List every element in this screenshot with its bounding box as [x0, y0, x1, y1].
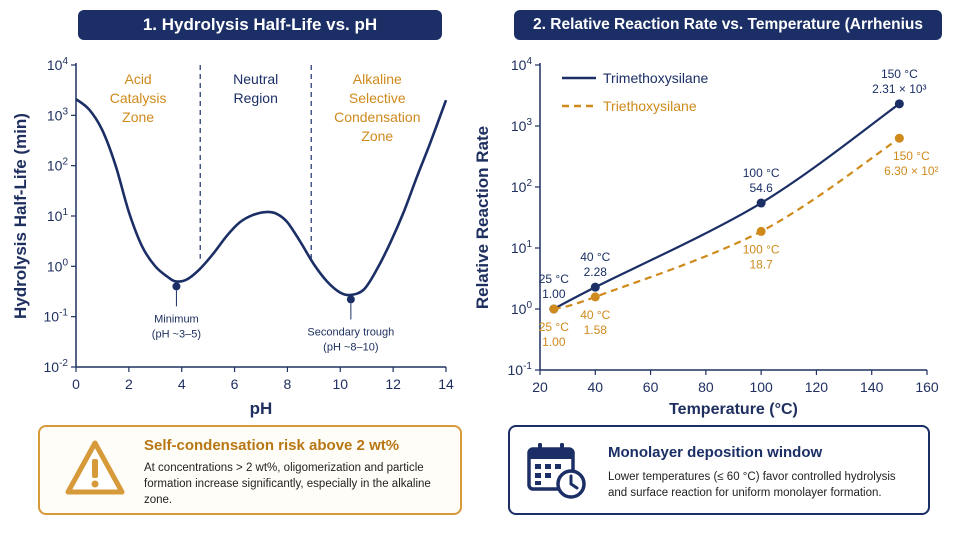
data-label: 1.00 [542, 335, 566, 349]
zone-label: Neutral [233, 71, 278, 87]
x-tick-label: 12 [385, 376, 401, 392]
y-tick-label: 100 [511, 300, 533, 317]
y-tick-label: 101 [511, 239, 533, 256]
y-tick-label: 103 [511, 117, 533, 134]
y-tick-label: 10-1 [44, 308, 69, 325]
zone-label: Condensation [334, 109, 420, 125]
series-line-1 [553, 102, 900, 310]
data-label: 40 °C [580, 308, 610, 322]
data-label: 100 °C [743, 166, 780, 180]
arrhenius-chart: 20 40 60 80 100 120 140 160 104 103 102 101 100 10-1 T… [473, 56, 939, 418]
info-title: Monolayer deposition window [608, 444, 823, 461]
series-line-2 [553, 137, 900, 311]
x-tick-label: 160 [915, 379, 939, 395]
y-tick-label: 101 [47, 207, 69, 224]
data-point [549, 304, 559, 314]
x-tick-label: 0 [72, 376, 80, 392]
y-tick-label: 103 [47, 106, 69, 123]
y-tick-label: 102 [47, 157, 69, 174]
zone-label: Selective [349, 90, 406, 106]
y-tick-label: 104 [511, 56, 533, 73]
zone-label: Zone [122, 109, 154, 125]
data-label: 150 °C [881, 67, 918, 81]
chart2-title: 2. Relative Reaction Rate vs. Temperatur… [514, 10, 942, 63]
marker-label: (pH ~3–5) [152, 328, 201, 340]
data-label: 1.00 [542, 287, 566, 301]
legend-label-1: Trimethoxysilane [603, 70, 709, 86]
data-label: 2.28 [584, 265, 608, 279]
x-tick-label: 10 [332, 376, 348, 392]
x-axis-title: pH [250, 399, 273, 418]
x-tick-label: 6 [231, 376, 239, 392]
halflife-chart: 0 2 4 6 8 10 12 14 104 103 102 101 100 10-1 10-2 pH Hydr… [11, 56, 454, 418]
x-tick-label: 100 [749, 379, 773, 395]
minimum-marker [346, 295, 355, 304]
data-point [590, 292, 600, 302]
data-label: 18.7 [749, 257, 773, 271]
data-point [756, 198, 766, 208]
marker-label: (pH ~8–10) [323, 341, 378, 353]
minimum-marker [172, 282, 181, 291]
zone-label: Catalysis [110, 90, 167, 106]
x-tick-label: 2 [125, 376, 133, 392]
zone-label: Alkaline [353, 71, 402, 87]
data-label: 25 °C [539, 272, 569, 286]
warning-title: Self-condensation risk above 2 wt% [144, 437, 400, 454]
x-tick-label: 40 [587, 379, 603, 395]
data-label: 54.6 [749, 181, 773, 195]
data-label: 100 °C [743, 242, 780, 256]
warning-card: Self-condensation risk above 2 wt% At co… [38, 425, 462, 515]
zone-label: Region [234, 90, 278, 106]
calendar-clock-icon [527, 443, 586, 499]
x-tick-label: 80 [698, 379, 714, 395]
info-card: Monolayer deposition window Lower temper… [508, 425, 930, 515]
data-label: 150 °C [893, 149, 930, 163]
y-tick-label: 100 [47, 257, 69, 274]
data-point [894, 133, 904, 143]
zone-label: Zone [361, 128, 393, 144]
zone-label: Acid [124, 71, 151, 87]
data-label: 6.30 × 10² [884, 164, 938, 178]
data-point [590, 282, 600, 292]
info-text: Lower temperatures (≤ 60 °C) favor contr… [608, 471, 896, 499]
data-label: 1.58 [584, 323, 608, 337]
x-tick-label: 14 [438, 376, 454, 392]
x-tick-label: 20 [532, 379, 548, 395]
warning-triangle-icon [65, 440, 125, 495]
data-label: 25 °C [539, 320, 569, 334]
data-label: 40 °C [580, 250, 610, 264]
y-axis-title: Hydrolysis Half-Life (min) [11, 113, 30, 319]
y-axis-title: Relative Reaction Rate [473, 126, 492, 309]
legend-label-2: Triethoxysilane [603, 98, 697, 114]
x-tick-label: 4 [178, 376, 186, 392]
marker-label: Minimum [154, 313, 199, 325]
marker-label: Secondary trough [307, 326, 394, 338]
warning-text: At concentrations > 2 wt%, oligomerizati… [144, 462, 431, 506]
data-point [894, 99, 904, 109]
y-tick-label: 104 [47, 56, 69, 73]
x-tick-label: 120 [805, 379, 829, 395]
data-label: 2.31 × 10³ [872, 82, 926, 96]
data-point [756, 226, 766, 236]
x-axis-title: Temperature (°C) [669, 401, 798, 418]
x-tick-label: 60 [643, 379, 659, 395]
x-tick-label: 8 [284, 376, 292, 392]
y-tick-label: 10-1 [508, 361, 533, 378]
chart1-title: 1. Hydrolysis Half-Life vs. pH [78, 10, 442, 40]
x-tick-label: 140 [860, 379, 884, 395]
halflife-curve [75, 98, 448, 297]
y-tick-label: 10-2 [44, 358, 69, 375]
y-tick-label: 102 [511, 178, 533, 195]
